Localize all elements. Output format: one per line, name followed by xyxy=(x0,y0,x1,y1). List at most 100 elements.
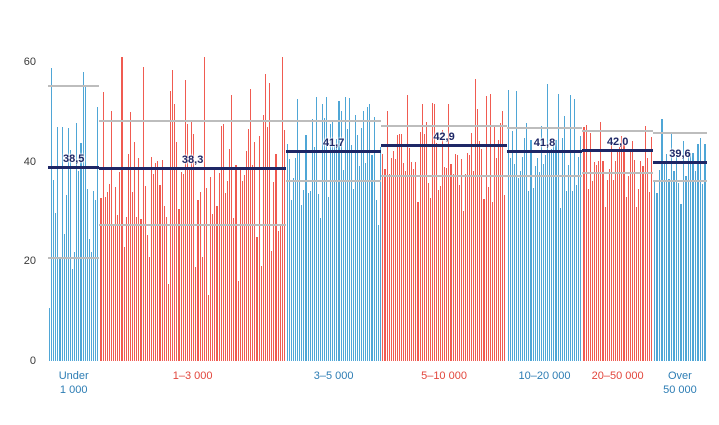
bar xyxy=(235,164,237,361)
bar xyxy=(528,191,530,361)
bar xyxy=(350,145,352,361)
bar xyxy=(100,198,102,361)
range-line-top xyxy=(48,84,100,87)
bar xyxy=(417,201,419,361)
bar xyxy=(74,251,76,361)
bar xyxy=(332,119,334,361)
bar xyxy=(627,176,629,361)
bar xyxy=(151,157,153,361)
bar xyxy=(489,93,491,361)
bar xyxy=(507,89,509,361)
x-axis-label-line: 5–10 000 xyxy=(421,370,467,382)
bar-group-3: 41,7 xyxy=(285,12,382,361)
bar xyxy=(127,153,129,361)
bar xyxy=(670,131,673,361)
x-axis-label-line: 10–20 000 xyxy=(518,370,571,382)
bar xyxy=(382,153,384,361)
bar xyxy=(342,169,344,361)
bar xyxy=(413,168,415,361)
mean-line xyxy=(506,149,583,153)
bar xyxy=(134,142,136,361)
bar xyxy=(146,234,148,361)
bar-group-4: 42,9 xyxy=(381,12,507,361)
bar xyxy=(656,193,658,361)
bar xyxy=(692,152,694,361)
bar xyxy=(309,191,311,361)
bar xyxy=(515,91,518,361)
bar xyxy=(148,256,151,361)
bar xyxy=(563,116,565,361)
bar xyxy=(569,94,572,361)
bar xyxy=(231,95,233,361)
bar xyxy=(365,162,367,361)
bar xyxy=(636,206,638,361)
bar xyxy=(72,268,74,361)
bar xyxy=(92,190,95,361)
bar xyxy=(186,123,188,361)
mean-value-label: 42,0 xyxy=(606,135,629,148)
bars-strip xyxy=(100,12,286,361)
bar xyxy=(524,138,526,361)
bar xyxy=(197,199,199,361)
x-axis-label-line: Over xyxy=(668,370,692,382)
bar xyxy=(233,217,235,361)
bar xyxy=(210,176,212,361)
bar xyxy=(697,143,699,361)
bar xyxy=(553,140,555,361)
bar xyxy=(504,194,506,361)
bar xyxy=(419,131,421,361)
bar xyxy=(348,98,350,361)
bar xyxy=(121,56,123,361)
bar xyxy=(559,208,561,361)
bar xyxy=(608,168,610,361)
bar xyxy=(264,74,267,361)
bar xyxy=(102,92,104,361)
bar xyxy=(425,121,427,361)
bar xyxy=(578,156,580,361)
bar xyxy=(281,56,283,361)
bar xyxy=(509,158,511,361)
x-axis-label-line: 20–50 000 xyxy=(591,370,644,382)
bar xyxy=(273,181,275,361)
bar xyxy=(580,135,582,361)
bar xyxy=(119,171,121,361)
bar xyxy=(438,190,440,361)
bar xyxy=(90,252,92,361)
bar xyxy=(392,150,394,361)
bar xyxy=(623,139,625,361)
bar xyxy=(617,150,619,361)
bar xyxy=(658,170,661,361)
bar xyxy=(357,135,359,361)
x-axis-label-line: Under xyxy=(58,370,89,382)
bar xyxy=(346,129,348,361)
bar xyxy=(193,134,195,361)
bar xyxy=(229,149,231,361)
bar xyxy=(545,154,547,361)
bar xyxy=(661,119,663,361)
bar xyxy=(222,123,224,361)
bar xyxy=(367,106,369,361)
bar xyxy=(301,204,303,361)
bar xyxy=(172,69,174,361)
bar xyxy=(610,138,612,361)
x-axis-label-line: 50 000 xyxy=(663,384,697,396)
bar xyxy=(224,192,226,361)
bar xyxy=(291,199,293,361)
bar xyxy=(536,157,538,361)
bar xyxy=(237,281,239,361)
bar-group-2: 38,3 xyxy=(99,12,286,361)
y-axis: 0 20 40 60 xyxy=(0,12,42,367)
bar xyxy=(469,154,471,361)
bar xyxy=(214,166,216,361)
bar xyxy=(415,161,417,361)
mean-line xyxy=(652,160,707,164)
y-tick-label: 40 xyxy=(23,155,36,168)
x-axis-label-line: 3–5 000 xyxy=(313,370,354,382)
bar xyxy=(511,131,513,361)
bar xyxy=(267,127,269,361)
bar xyxy=(258,136,260,361)
bar xyxy=(585,124,587,361)
bar xyxy=(456,155,458,361)
bar xyxy=(49,307,51,361)
bar xyxy=(386,110,388,361)
